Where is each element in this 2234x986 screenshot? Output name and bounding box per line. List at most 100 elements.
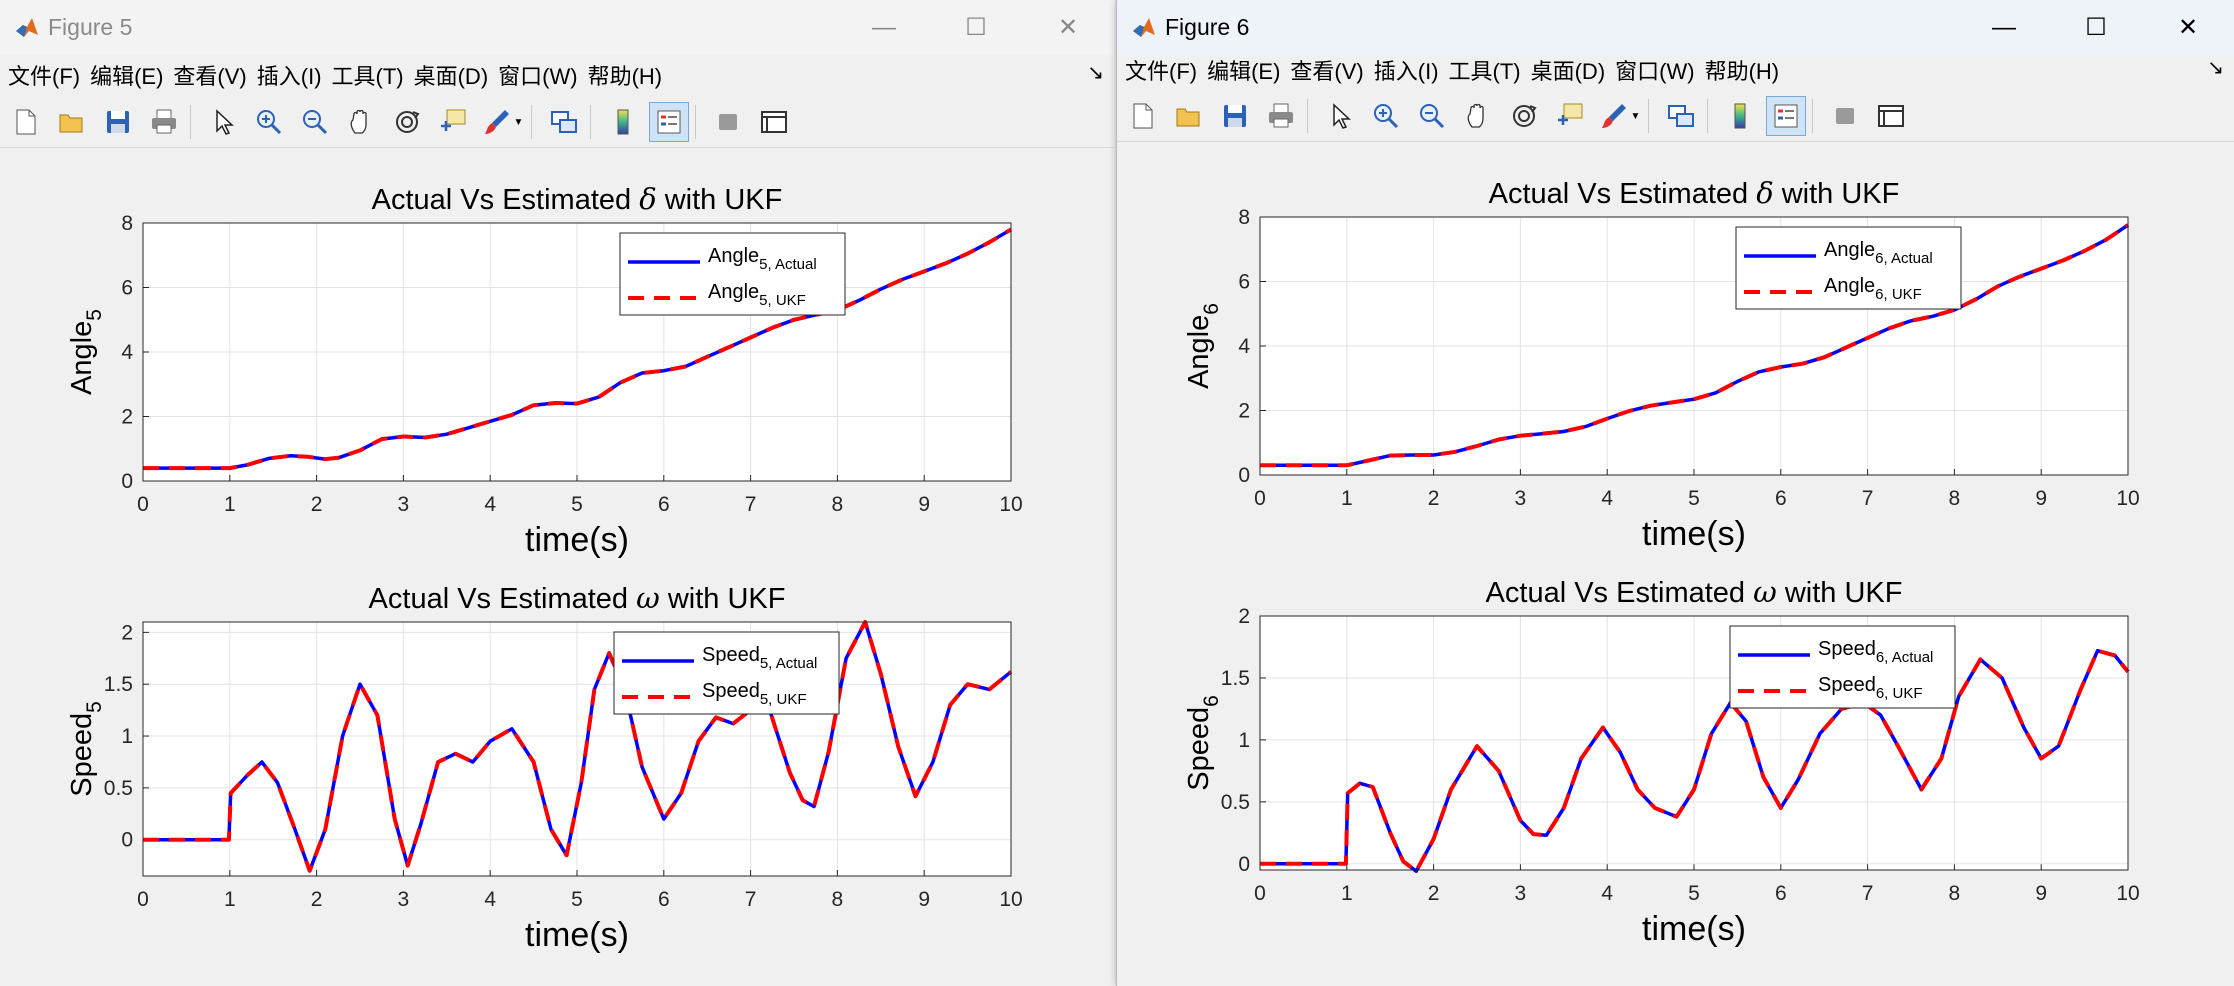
menu-edit[interactable]: 编辑(E) bbox=[1207, 59, 1281, 84]
zoom-in-icon[interactable] bbox=[1366, 96, 1406, 136]
x-tick-label: 9 bbox=[918, 888, 930, 911]
axes-box bbox=[1259, 615, 2129, 871]
menu-desktop[interactable]: 桌面(D) bbox=[1530, 59, 1606, 84]
y-axis-label: Speed5 bbox=[66, 701, 106, 797]
zoom-out-icon[interactable] bbox=[295, 102, 335, 142]
axes-box bbox=[142, 621, 1012, 877]
zoom-in-icon[interactable] bbox=[249, 102, 289, 142]
axes-2[interactable]: 0 1 2 3 4 5 6 7 8 9 10 0 0.5 1 1.5 2 Actual Vs Estimated… bbox=[1183, 575, 2140, 948]
axes-2[interactable]: 0 1 2 3 4 5 6 7 8 9 10 0 0.5 1 1.5 2 Actual Vs Estimated… bbox=[66, 581, 1023, 954]
series-line-ukf[interactable] bbox=[1260, 223, 2130, 468]
menu-edit[interactable]: 编辑(E) bbox=[90, 64, 164, 89]
menu-desktop[interactable]: 桌面(D) bbox=[413, 64, 489, 89]
x-tick-label: 3 bbox=[398, 888, 410, 911]
close-button[interactable]: ✕ bbox=[2177, 14, 2199, 41]
legend-label-actual: Speed6, Actual bbox=[1818, 638, 1933, 666]
menu-window[interactable]: 窗口(W) bbox=[1615, 59, 1695, 84]
menu-file[interactable]: 文件(F) bbox=[8, 64, 81, 89]
menu-window[interactable]: 窗口(W) bbox=[498, 64, 578, 89]
series-line-ukf[interactable] bbox=[1260, 648, 2130, 874]
axes-1[interactable]: 0 1 2 3 4 5 6 7 8 9 10 0 2 4 6 8 Actual Vs Estimated δ w… bbox=[66, 182, 1023, 559]
pointer-icon[interactable] bbox=[203, 102, 243, 142]
figure-canvas[interactable]: 0 1 2 3 4 5 6 7 8 9 10 0 2 4 6 8 Actual Vs Estimated δ w… bbox=[0, 148, 1114, 986]
chevron-down-icon[interactable]: ▼ bbox=[513, 116, 524, 128]
open-file-icon[interactable] bbox=[52, 102, 92, 142]
menu-tools[interactable]: 工具(T) bbox=[1448, 59, 1521, 84]
minimize-button[interactable]: — bbox=[1992, 13, 2016, 41]
series-line-ukf[interactable] bbox=[143, 620, 1013, 873]
zoom-out-icon[interactable] bbox=[1412, 96, 1452, 136]
legend[interactable]: Angle6, Actual Angle6, UKF bbox=[1735, 226, 1962, 310]
pointer-icon[interactable] bbox=[1320, 96, 1360, 136]
brush-icon[interactable]: ▼ bbox=[479, 102, 525, 142]
toolbar-separator bbox=[1812, 99, 1813, 133]
data-cursor-icon[interactable] bbox=[433, 102, 473, 142]
print-icon[interactable] bbox=[144, 102, 184, 142]
y-tick-label: 1.5 bbox=[1221, 667, 1250, 690]
toolbar-separator bbox=[1648, 99, 1649, 133]
rotate-icon[interactable] bbox=[1504, 96, 1544, 136]
save-icon[interactable] bbox=[98, 102, 138, 142]
rotate-icon[interactable] bbox=[387, 102, 427, 142]
menu-tools[interactable]: 工具(T) bbox=[331, 64, 404, 89]
menu-file[interactable]: 文件(F) bbox=[1125, 59, 1198, 84]
x-tick-label: 4 bbox=[484, 493, 496, 516]
figure-toolbar: ▼ bbox=[1117, 91, 2234, 142]
menu-help[interactable]: 帮助(H) bbox=[587, 64, 663, 89]
y-tick-label: 8 bbox=[121, 212, 133, 235]
legend[interactable]: Speed5, Actual Speed5, UKF bbox=[613, 631, 840, 715]
menu-view[interactable]: 查看(V) bbox=[173, 64, 247, 89]
colorbar-icon[interactable] bbox=[1720, 96, 1760, 136]
y-tick-label: 0 bbox=[121, 829, 133, 852]
pan-icon[interactable] bbox=[1458, 96, 1498, 136]
legend[interactable]: Angle5, Actual Angle5, UKF bbox=[619, 232, 846, 316]
new-file-icon[interactable] bbox=[6, 102, 46, 142]
show-plot-tools-icon[interactable] bbox=[1871, 96, 1911, 136]
x-axis-label: time(s) bbox=[525, 916, 629, 954]
chevron-down-icon[interactable]: ▼ bbox=[1630, 110, 1641, 122]
maximize-button[interactable]: ☐ bbox=[2085, 14, 2107, 41]
link-icon[interactable] bbox=[544, 102, 584, 142]
maximize-button[interactable]: ☐ bbox=[965, 14, 987, 41]
dock-arrow-icon[interactable]: ↘ bbox=[1087, 62, 1104, 84]
print-icon[interactable] bbox=[1261, 96, 1301, 136]
title-bar[interactable]: Figure 5 — ☐ ✕ bbox=[0, 0, 1114, 55]
x-tick-label: 6 bbox=[1775, 882, 1787, 905]
colorbar-icon[interactable] bbox=[603, 102, 643, 142]
menu-help[interactable]: 帮助(H) bbox=[1704, 59, 1780, 84]
hide-plot-tools-icon[interactable] bbox=[1825, 96, 1865, 136]
show-plot-tools-icon[interactable] bbox=[754, 102, 794, 142]
legend-icon[interactable] bbox=[1766, 96, 1806, 136]
x-tick-label: 0 bbox=[1254, 882, 1266, 905]
hide-plot-tools-icon[interactable] bbox=[708, 102, 748, 142]
x-tick-label: 1 bbox=[224, 888, 236, 911]
toolbar-separator bbox=[590, 105, 591, 139]
brush-icon[interactable]: ▼ bbox=[1596, 96, 1642, 136]
pan-icon[interactable] bbox=[341, 102, 381, 142]
save-icon[interactable] bbox=[1215, 96, 1255, 136]
figure-canvas[interactable]: 0 1 2 3 4 5 6 7 8 9 10 0 2 4 6 8 Actual Vs Estimated δ w… bbox=[1117, 142, 2234, 986]
x-tick-label: 2 bbox=[1428, 487, 1440, 510]
open-file-icon[interactable] bbox=[1169, 96, 1209, 136]
new-file-icon[interactable] bbox=[1123, 96, 1163, 136]
data-cursor-icon[interactable] bbox=[1550, 96, 1590, 136]
x-tick-label: 6 bbox=[1775, 487, 1787, 510]
series-line-ukf[interactable] bbox=[143, 227, 1013, 471]
minimize-button[interactable]: — bbox=[872, 13, 896, 41]
dock-arrow-icon[interactable]: ↘ bbox=[2207, 57, 2224, 79]
link-icon[interactable] bbox=[1661, 96, 1701, 136]
y-tick-label: 8 bbox=[1238, 206, 1250, 229]
legend[interactable]: Speed6, Actual Speed6, UKF bbox=[1729, 625, 1956, 709]
x-tick-label: 1 bbox=[1341, 487, 1353, 510]
close-button[interactable]: ✕ bbox=[1057, 14, 1079, 41]
x-tick-label: 3 bbox=[398, 493, 410, 516]
x-tick-label: 10 bbox=[999, 493, 1022, 516]
plot-title: Actual Vs Estimated δ with UKF bbox=[1489, 176, 1900, 210]
menu-view[interactable]: 查看(V) bbox=[1290, 59, 1364, 84]
title-bar[interactable]: Figure 6 — ☐ ✕ bbox=[1117, 0, 2234, 55]
x-tick-label: 4 bbox=[484, 888, 496, 911]
menu-insert[interactable]: 插入(I) bbox=[1373, 59, 1439, 84]
menu-insert[interactable]: 插入(I) bbox=[256, 64, 322, 89]
axes-1[interactable]: 0 1 2 3 4 5 6 7 8 9 10 0 2 4 6 8 Actual Vs Estimated δ w… bbox=[1183, 176, 2140, 553]
legend-icon[interactable] bbox=[649, 102, 689, 142]
